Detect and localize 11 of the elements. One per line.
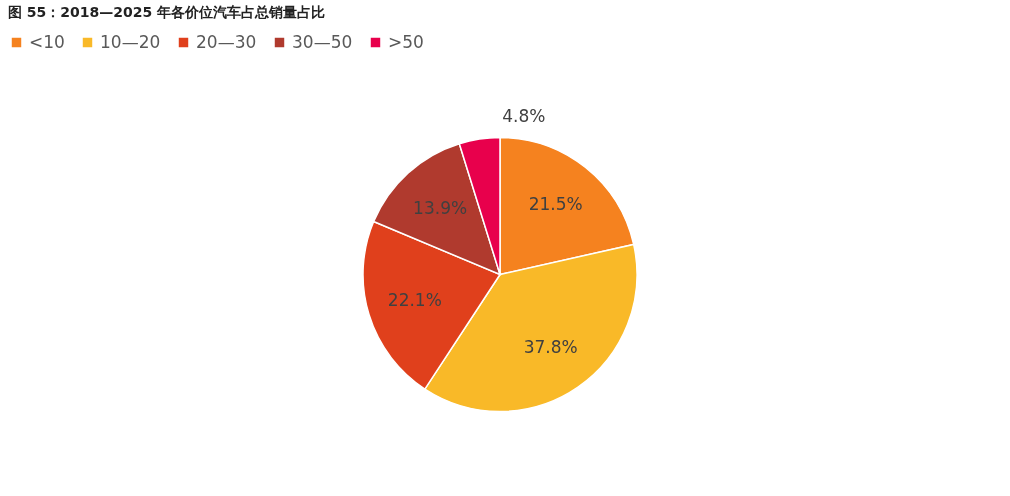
legend-label: 10—20 [100,31,161,52]
data-label: 37.8% [523,336,578,357]
data-label: 13.9% [413,197,468,218]
legend-label: <10 [29,31,65,52]
legend-label: 30—50 [292,31,353,52]
data-label: 22.1% [387,289,442,310]
legend-label: 20—30 [196,31,257,52]
legend-label: >50 [388,31,424,52]
data-label: 21.5% [528,193,583,214]
chart-title: 图 55：2018—2025 年各价位汽车占总销量占比 [8,4,326,20]
data-label: 4.8% [502,106,546,127]
